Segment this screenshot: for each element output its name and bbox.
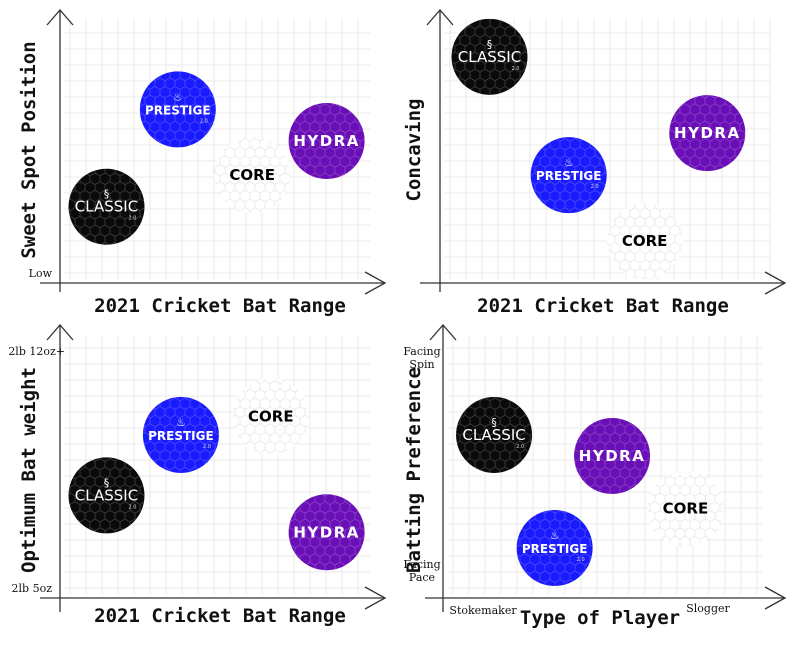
classic-version: 2.0 [512, 66, 520, 72]
x-axis-arrow [764, 586, 787, 610]
swirl-logo-icon: § [104, 188, 110, 201]
swirl-logo-icon: § [487, 38, 493, 51]
flame-logo-icon: ♨ [550, 529, 560, 542]
classic-label: CLASSIC [462, 426, 525, 444]
x-axis-title: 2021 Cricket Bat Range [477, 295, 729, 317]
hex-texture [139, 71, 216, 148]
product-point-core: CORE [214, 137, 291, 214]
hex-texture [530, 137, 607, 214]
swirl-logo-icon: § [491, 416, 497, 429]
prestige-label: PRESTIGE [536, 169, 602, 183]
classic-version: 2.0 [516, 444, 524, 450]
classic-label: CLASSIC [75, 486, 138, 504]
y-tick-high: 2lb 12oz+ [8, 345, 65, 358]
y-tick-low: Facing Pace [403, 558, 440, 584]
x-tick-high: Slogger [686, 602, 730, 615]
flame-logo-icon: ♨ [173, 90, 183, 103]
product-point-hydra: HYDRA [288, 102, 365, 179]
hex-texture [288, 102, 365, 179]
y-axis-title: Concaving [403, 99, 425, 202]
x-axis-arrow [364, 271, 387, 295]
hex-texture [451, 18, 528, 95]
hydra-label: HYDRA [293, 132, 360, 150]
hydra-label: HYDRA [674, 124, 741, 142]
y-axis-arrow [429, 324, 457, 341]
y-axis-arrow [46, 324, 74, 341]
hex-texture [68, 168, 145, 245]
core-label: CORE [663, 500, 709, 518]
prestige-label: PRESTIGE [522, 542, 588, 556]
hex-texture [647, 470, 724, 547]
x-axis-title: 2021 Cricket Bat Range [94, 295, 346, 317]
prestige-label: PRESTIGE [145, 103, 211, 117]
hex-texture [68, 457, 145, 534]
hex-texture [669, 95, 746, 172]
prestige-version: 2.0 [591, 184, 599, 190]
y-tick-high: Facing Spin [403, 345, 440, 371]
classic-version: 2.0 [129, 504, 137, 510]
prestige-version: 2.0 [577, 557, 585, 563]
x-axis-arrow [764, 271, 787, 295]
hex-texture [288, 494, 365, 571]
y-axis-arrow [426, 9, 454, 26]
chart-panel-3: 2021 Cricket Bat Range Optimum Bat weight… [8, 324, 387, 627]
flame-logo-icon: ♨ [176, 416, 186, 429]
y-axis-title: Batting Preference [403, 367, 425, 573]
hex-texture [516, 510, 593, 587]
core-label: CORE [229, 166, 275, 184]
y-axis-title: Sweet Spot Position [18, 41, 40, 258]
chart-panel-2: 2021 Cricket Bat RangeConcaving§CLASSIC2… [403, 9, 787, 317]
x-axis-title: 2021 Cricket Bat Range [94, 605, 346, 627]
y-axis-arrow [46, 9, 74, 26]
core-label: CORE [248, 408, 294, 426]
y-tick-low: 2lb 5oz [12, 582, 53, 595]
core-label: CORE [622, 232, 668, 250]
prestige-version: 2.0 [200, 118, 208, 124]
hex-texture [574, 417, 651, 494]
flame-logo-icon: ♨ [564, 156, 574, 169]
product-point-core: CORE [606, 202, 683, 279]
y-axis-title: Optimum Bat weight [18, 367, 40, 573]
product-point-hydra: HYDRA [669, 95, 746, 172]
classic-label: CLASSIC [458, 48, 521, 66]
product-point-core: CORE [232, 378, 309, 455]
classic-version: 2.0 [129, 216, 137, 222]
hex-texture [142, 396, 219, 473]
prestige-version: 2.0 [203, 444, 211, 450]
hydra-label: HYDRA [293, 523, 360, 541]
product-point-hydra: HYDRA [288, 494, 365, 571]
swirl-logo-icon: § [104, 476, 110, 489]
x-axis-arrow [364, 586, 387, 610]
product-point-core: CORE [647, 470, 724, 547]
hex-texture [606, 202, 683, 279]
x-axis-title: Type of Player [520, 607, 680, 629]
chart-panel-1: 2021 Cricket Bat Range Sweet Spot Positio… [18, 9, 387, 317]
prestige-label: PRESTIGE [148, 429, 214, 443]
hex-texture [214, 137, 291, 214]
y-tick-low: Low [29, 267, 53, 280]
classic-label: CLASSIC [75, 198, 138, 216]
hydra-label: HYDRA [579, 447, 646, 465]
product-point-hydra: HYDRA [574, 417, 651, 494]
hex-texture [456, 396, 533, 473]
hex-texture [232, 378, 309, 455]
x-tick-low: Stokemaker [449, 604, 517, 617]
